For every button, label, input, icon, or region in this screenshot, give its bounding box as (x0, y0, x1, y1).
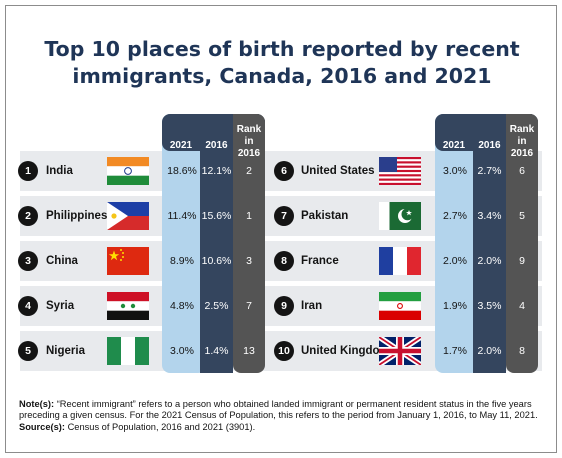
column-rank-2016 (506, 114, 538, 373)
syria-flag-icon (107, 292, 149, 320)
header-rank-line2: in 2016 (510, 136, 534, 159)
country-name-3: China (46, 255, 78, 267)
rank-circle-4: 4 (18, 296, 38, 316)
value-2016-7: 3.4% (477, 210, 502, 222)
value-2021-1: 18.6% (167, 165, 197, 177)
value-2021-4: 4.8% (170, 300, 194, 312)
rank-2016-3: 3 (246, 255, 252, 267)
column-2021 (162, 114, 206, 373)
column-rank-2016 (233, 114, 265, 373)
country-name-7: Pakistan (301, 210, 349, 222)
value-2021-8: 2.0% (443, 255, 467, 267)
nigeria-flag-icon (107, 337, 149, 365)
column-2016 (473, 114, 506, 373)
country-name-1: India (46, 165, 73, 177)
header-2016: 2016 (205, 140, 228, 151)
country-name-2: Philippines (46, 210, 108, 222)
value-2021-9: 1.9% (443, 300, 467, 312)
note-text: “Recent immigrant” refers to a person wh… (19, 399, 538, 421)
header-rank-2016: Rank in 2016 (506, 124, 538, 160)
header-2021: 2021 (169, 140, 193, 151)
rank-2016-2: 1 (246, 210, 252, 222)
rank-2016-8: 9 (519, 255, 525, 267)
header-rank-line2: in 2016 (237, 136, 261, 159)
header-rank-2016: Rank in 2016 (233, 124, 265, 160)
country-name-6: United States (301, 165, 375, 177)
rank-2016-5: 13 (243, 345, 255, 357)
rank-circle-8: 8 (274, 251, 294, 271)
value-2021-6: 3.0% (443, 165, 467, 177)
france-flag-icon (379, 247, 421, 275)
rank-2016-7: 5 (519, 210, 525, 222)
value-2016-9: 3.5% (477, 300, 502, 312)
value-2021-3: 8.9% (170, 255, 194, 267)
value-2021-2: 11.4% (167, 210, 197, 222)
header-rank-line1: Rank (236, 124, 262, 135)
value-2021-7: 2.7% (443, 210, 467, 222)
philippines-flag-icon (107, 202, 149, 230)
value-2016-4: 2.5% (204, 300, 229, 312)
value-2021-5: 3.0% (170, 345, 194, 357)
country-name-5: Nigeria (46, 345, 85, 357)
rank-circle-10: 10 (274, 341, 294, 361)
china-flag-icon (107, 247, 149, 275)
rank-2016-6: 6 (519, 165, 525, 177)
notes-block: Note(s): “Recent immigrant” refers to a … (19, 399, 549, 433)
column-header-rank-bg (506, 114, 538, 151)
value-2016-2: 15.6% (201, 210, 232, 222)
column-2021 (435, 114, 479, 373)
column-header-rank-bg (233, 114, 265, 151)
header-2016: 2016 (478, 140, 501, 151)
rank-2016-4: 7 (246, 300, 252, 312)
note-label: Note(s): (19, 399, 55, 409)
source-line: Source(s): Census of Population, 2016 an… (19, 422, 549, 433)
iran-flag-icon (379, 292, 421, 320)
country-name-10: United Kingdom (301, 345, 390, 357)
india-flag-icon (107, 157, 149, 185)
column-2016 (200, 114, 233, 373)
chart-title: Top 10 places of birth reported by recen… (44, 37, 520, 88)
uk-flag-icon (379, 337, 421, 365)
header-rank-line1: Rank (509, 124, 535, 135)
rank-circle-1: 1 (18, 161, 38, 181)
rank-circle-3: 3 (18, 251, 38, 271)
usa-flag-icon (379, 157, 421, 185)
rank-circle-2: 2 (18, 206, 38, 226)
source-text: Census of Population, 2016 and 2021 (390… (64, 421, 256, 432)
value-2016-1: 12.1% (201, 165, 232, 177)
value-2016-10: 2.0% (477, 345, 502, 357)
rank-2016-1: 2 (246, 165, 252, 177)
rank-circle-7: 7 (274, 206, 294, 226)
value-2016-5: 1.4% (204, 345, 229, 357)
rank-circle-5: 5 (18, 341, 38, 361)
pakistan-flag-icon (379, 202, 421, 230)
value-2016-8: 2.0% (477, 255, 502, 267)
note-line: Note(s): “Recent immigrant” refers to a … (19, 399, 549, 422)
value-2021-10: 1.7% (443, 345, 467, 357)
header-2021: 2021 (442, 140, 466, 151)
infographic-frame: Top 10 places of birth reported by recen… (5, 5, 557, 453)
rank-circle-6: 6 (274, 161, 294, 181)
rank-circle-9: 9 (274, 296, 294, 316)
value-2016-6: 2.7% (477, 165, 502, 177)
source-label: Source(s): (19, 421, 65, 432)
country-name-8: France (301, 255, 339, 267)
value-2016-3: 10.6% (201, 255, 232, 267)
rank-2016-9: 4 (519, 300, 525, 312)
rank-2016-10: 8 (519, 345, 525, 357)
country-name-9: Iran (301, 300, 323, 312)
country-name-4: Syria (46, 300, 75, 312)
